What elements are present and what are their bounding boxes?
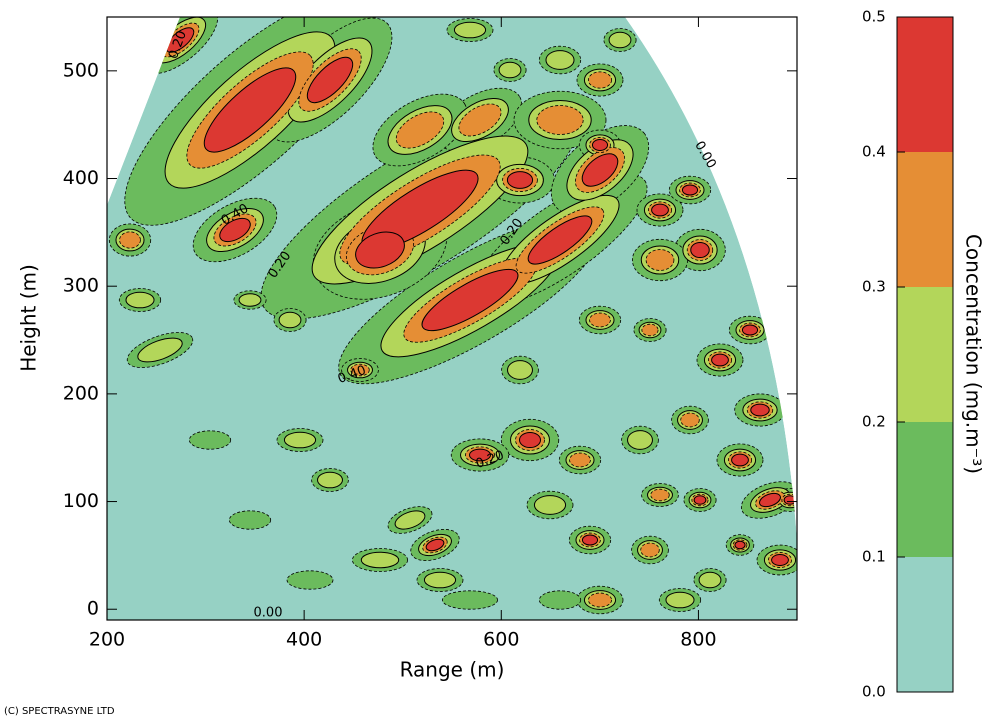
contour-region [641,323,659,337]
contour-region [698,571,722,589]
contour-region [317,471,343,489]
x-tick-label: 600 [483,629,519,651]
y-tick-label: 400 [63,167,99,189]
contour-region [441,590,498,610]
colorbar-segment [897,557,953,692]
contour-region [581,153,619,187]
colorbar-segment [897,422,953,557]
contour-region [219,217,251,243]
contour-region [360,551,400,569]
contour-region [286,570,334,590]
contour-region [693,495,707,505]
contour-region [137,337,183,363]
contour-region [119,231,141,249]
x-tick-label: 400 [286,629,322,651]
contour-region [581,534,599,546]
contour-region [350,363,370,377]
colorbar-segment [897,152,953,287]
contour-region [741,324,759,336]
contour-region [591,139,609,151]
contour-region [588,71,613,89]
contour-region [783,495,797,505]
contour-region [750,403,770,417]
contour-region [680,412,700,428]
x-tick-label: 800 [680,629,716,651]
contour-region [690,241,710,259]
contour-region [506,171,534,189]
plot-frame [106,16,798,621]
contour-region [569,452,591,468]
contour-region [519,431,541,449]
contour-region [536,105,584,135]
contour-region [627,430,653,450]
contour-region [651,203,669,217]
contour-region [421,268,519,332]
contour-region [588,592,613,608]
contour-region [203,67,297,153]
colorbar-label: Concentration (mg.m⁻³) [962,234,986,474]
contour-region [228,510,272,530]
contour-region [702,86,738,114]
contour-label: 0.00 [254,606,283,621]
colorbar-tick-label: 0.0 [862,683,886,701]
contour-region [188,430,232,450]
colorbar-tick-label: 0.3 [862,278,886,296]
y-axis-label: Height (m) [17,264,41,372]
colorbar-tick-label: 0.5 [862,8,886,26]
y-tick-label: 0 [87,598,99,620]
colorbar-segment [897,287,953,422]
contour-region [608,31,632,49]
contour-region [278,311,302,329]
contour-region [538,590,582,610]
x-axis-label: Range (m) [400,658,505,682]
colorbar-tick-label: 0.4 [862,143,886,161]
contour-region [589,312,611,328]
contour-region [306,56,354,104]
contour-region [498,61,522,79]
y-tick-label: 200 [63,382,99,404]
contour-region [711,353,729,367]
contour-region [696,82,744,118]
contour-region [469,448,491,462]
contour-region [395,111,445,149]
contour-region [545,50,575,70]
contour-region [734,540,746,550]
colorbar-frame [896,16,954,693]
colorbar-segment [897,17,953,152]
contour-region [731,453,749,467]
colorbar-tick-label: 0.1 [862,548,886,566]
contour-region [759,492,781,508]
contour-region [645,249,675,271]
contour-field [107,17,797,620]
contour-region [125,291,155,309]
contour-region [283,431,317,449]
y-tick-label: 300 [63,275,99,297]
y-tick-label: 100 [63,490,99,512]
contour-region [458,103,502,137]
contour-region [238,293,262,307]
contour-region [423,571,457,589]
contour-region [640,542,660,558]
contour-region [533,495,567,515]
contour-region [681,184,699,196]
colorbar-tick-label: 0.2 [862,413,886,431]
contour-region [665,591,695,609]
contour-region [650,488,670,502]
credit: (C) SPECTRASYNE LTD [4,706,115,717]
contour-region [355,231,405,269]
contour-region [507,360,533,380]
y-tick-label: 500 [63,59,99,81]
contour-region [771,554,789,566]
contour-region [394,510,426,530]
contour-region [685,74,755,126]
contour-region [527,215,593,265]
x-tick-label: 200 [89,629,125,651]
contour-region [425,538,445,552]
contour-region [453,21,487,39]
contour-region [165,27,195,53]
